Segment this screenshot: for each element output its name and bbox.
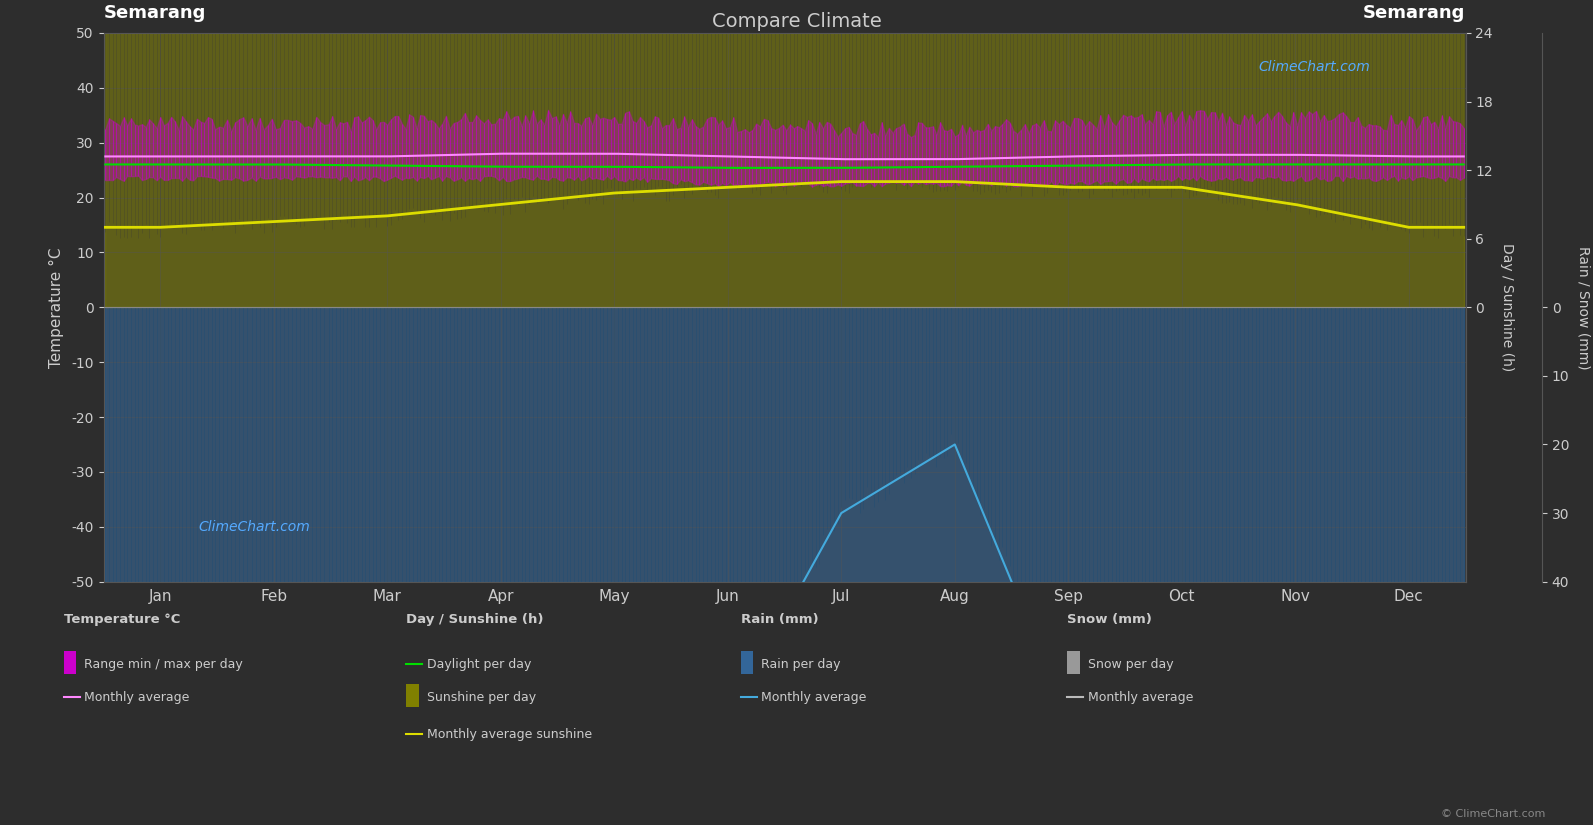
Y-axis label: Rain / Snow (mm): Rain / Snow (mm) xyxy=(1575,246,1590,369)
Text: Range min / max per day: Range min / max per day xyxy=(84,658,244,672)
Text: Rain per day: Rain per day xyxy=(761,658,841,672)
Text: Monthly average: Monthly average xyxy=(1088,691,1193,704)
Text: Rain (mm): Rain (mm) xyxy=(741,613,819,626)
Text: Monthly average: Monthly average xyxy=(761,691,867,704)
Text: Sunshine per day: Sunshine per day xyxy=(427,691,537,705)
Text: Semarang: Semarang xyxy=(1364,4,1466,22)
Text: Monthly average: Monthly average xyxy=(84,691,190,704)
Text: Day / Sunshine (h): Day / Sunshine (h) xyxy=(406,613,543,626)
Text: Monthly average sunshine: Monthly average sunshine xyxy=(427,728,593,741)
Text: Snow (mm): Snow (mm) xyxy=(1067,613,1152,626)
Y-axis label: Temperature °C: Temperature °C xyxy=(49,247,64,368)
Text: Semarang: Semarang xyxy=(104,4,205,22)
Text: ClimeChart.com: ClimeChart.com xyxy=(1258,60,1370,74)
Text: © ClimeChart.com: © ClimeChart.com xyxy=(1440,808,1545,818)
Text: Daylight per day: Daylight per day xyxy=(427,658,532,671)
Text: Snow per day: Snow per day xyxy=(1088,658,1174,672)
Y-axis label: Day / Sunshine (h): Day / Sunshine (h) xyxy=(1501,243,1513,371)
Text: Compare Climate: Compare Climate xyxy=(712,12,881,31)
Text: ClimeChart.com: ClimeChart.com xyxy=(199,520,311,534)
Text: Temperature °C: Temperature °C xyxy=(64,613,180,626)
